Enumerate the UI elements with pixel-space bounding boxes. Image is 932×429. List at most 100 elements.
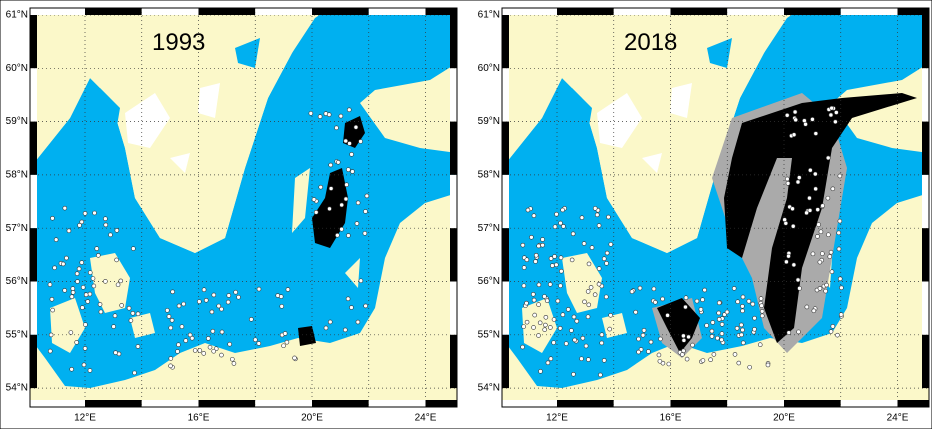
station: [551, 340, 556, 345]
frame-segment: [450, 68, 457, 122]
station: [739, 332, 744, 338]
station: [731, 286, 737, 291]
station: [540, 237, 545, 242]
station: [353, 124, 359, 130]
station: [96, 253, 101, 258]
station: [795, 277, 801, 283]
station: [68, 330, 74, 335]
lon-label: 20°E: [773, 413, 795, 424]
station: [815, 207, 821, 212]
station: [233, 289, 238, 295]
frame-segment: [502, 281, 509, 335]
station: [87, 270, 93, 275]
frame-segment: [368, 8, 426, 15]
station: [111, 324, 116, 329]
station: [740, 308, 745, 314]
station: [784, 112, 790, 118]
station: [545, 360, 551, 366]
station: [169, 317, 175, 323]
station: [636, 349, 641, 355]
station: [792, 109, 798, 115]
frame-segment: [450, 174, 457, 229]
frame-segment: [502, 121, 509, 175]
station: [837, 276, 843, 282]
frame-segment: [30, 68, 37, 122]
station: [168, 363, 173, 369]
station: [759, 309, 765, 314]
station: [579, 356, 584, 362]
station: [108, 232, 113, 238]
station: [327, 206, 332, 212]
frame-segment: [85, 400, 142, 407]
station: [604, 261, 609, 266]
station: [52, 265, 57, 271]
station: [752, 327, 757, 332]
station: [604, 250, 610, 256]
frame-segment: [255, 8, 312, 15]
station: [817, 259, 823, 265]
station: [524, 300, 529, 306]
station: [346, 233, 351, 238]
station: [211, 348, 216, 354]
frame-segment: [450, 228, 457, 282]
station: [646, 349, 651, 354]
station: [90, 276, 96, 281]
lat-label: 56°N: [478, 276, 500, 287]
frame-segment: [368, 400, 426, 407]
station: [363, 303, 368, 309]
station: [837, 218, 843, 224]
station: [168, 356, 174, 361]
station: [640, 332, 646, 338]
station: [833, 119, 838, 125]
frame-segment: [502, 228, 509, 282]
lon-label: 12°E: [546, 413, 568, 424]
station: [607, 326, 612, 332]
station: [236, 294, 241, 300]
station: [75, 279, 80, 284]
frame-segment: [897, 8, 929, 15]
station: [48, 332, 54, 338]
station: [734, 325, 740, 331]
lon-label: 12°E: [74, 413, 96, 424]
station: [813, 131, 819, 136]
lat-label: 59°N: [6, 116, 28, 127]
station: [176, 342, 181, 348]
frame-segment: [141, 8, 199, 15]
frame-segment: [502, 334, 509, 389]
frame-segment: [312, 8, 369, 15]
station: [804, 304, 810, 310]
station: [797, 286, 802, 291]
station: [339, 226, 344, 232]
station: [358, 278, 364, 284]
station: [829, 105, 834, 111]
frame-segment: [85, 8, 142, 15]
station: [64, 255, 69, 261]
station: [230, 356, 235, 362]
station: [344, 182, 349, 188]
station: [209, 309, 215, 315]
station: [690, 342, 695, 348]
station: [828, 249, 834, 255]
station: [192, 348, 198, 353]
station: [74, 271, 80, 276]
station: [256, 286, 262, 292]
station: [708, 357, 713, 363]
station: [596, 266, 602, 271]
station: [346, 167, 351, 172]
station: [747, 364, 752, 370]
station: [536, 333, 541, 338]
lat-label: 57°N: [6, 223, 28, 234]
station: [825, 195, 831, 201]
frame-segment: [30, 334, 37, 389]
station: [680, 352, 685, 357]
station: [719, 331, 725, 336]
frame: [29, 7, 458, 408]
frame-segment: [922, 334, 929, 389]
frame-segment: [450, 121, 457, 175]
frame-segment: [840, 8, 898, 15]
station: [656, 352, 662, 358]
lat-label: 57°N: [478, 223, 500, 234]
station: [816, 222, 821, 227]
station: [716, 310, 721, 316]
station: [716, 300, 722, 306]
